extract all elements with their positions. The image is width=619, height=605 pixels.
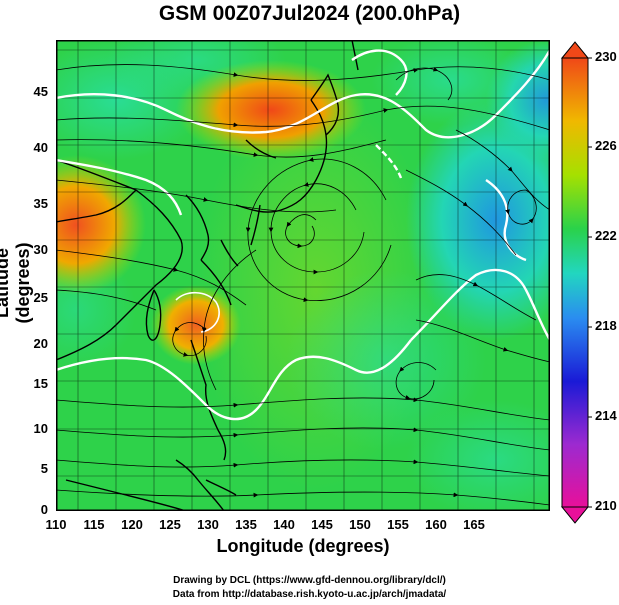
colorbar-scale (561, 57, 589, 508)
x-tick-label: 120 (121, 517, 143, 532)
x-tick-label: 165 (463, 517, 485, 532)
x-tick-label: 135 (235, 517, 257, 532)
colorbar-tick-label: 222 (595, 228, 617, 243)
y-tick-label: 5 (40, 461, 48, 476)
data-source-credit: Data from http://database.rish.kyoto-u.a… (172, 589, 447, 600)
x-tick-label: 160 (425, 517, 447, 532)
y-tick-label: 0 (40, 502, 48, 517)
colorbar (560, 41, 592, 524)
colorbar-tick-label: 210 (595, 498, 617, 513)
colorbar-tick-label: 214 (595, 408, 617, 423)
x-axis-label: Longitude (degrees) (216, 536, 390, 556)
y-tick-label: 15 (33, 376, 48, 391)
colorbar-tick-label: 230 (595, 49, 617, 64)
y-axis-label: Latitude (degrees) (0, 242, 33, 324)
wind-streamlines (56, 64, 550, 506)
x-tick-label: 130 (197, 517, 219, 532)
plot-frame (56, 40, 550, 511)
x-tick-label: 110 (45, 517, 67, 532)
y-tick-label: 10 (33, 421, 48, 436)
x-tick-label: 155 (387, 517, 409, 532)
colorbar-tick-label: 226 (595, 138, 617, 153)
y-tick-label: 25 (33, 290, 48, 305)
drawing-credit: Drawing by DCL (https://www.gfd-dennou.o… (173, 575, 446, 586)
x-tick-label: 125 (159, 517, 181, 532)
map-plot (56, 40, 550, 511)
y-tick-label: 40 (33, 140, 48, 155)
x-tick-label: 140 (273, 517, 295, 532)
colorbar-tick-label: 218 (595, 318, 617, 333)
colorbar-bottom-arrow (560, 506, 590, 524)
x-tick-label: 145 (311, 517, 333, 532)
map-title: GSM 00Z07Jul2024 (200.0hPa) (158, 2, 461, 25)
x-tick-label: 150 (349, 517, 371, 532)
x-tick-label: 115 (83, 517, 105, 532)
y-tick-label: 20 (33, 336, 48, 351)
colorbar-top-arrow (560, 41, 590, 59)
y-tick-label: 30 (33, 242, 48, 257)
y-tick-label: 35 (33, 196, 48, 211)
y-tick-label: 45 (33, 84, 48, 99)
